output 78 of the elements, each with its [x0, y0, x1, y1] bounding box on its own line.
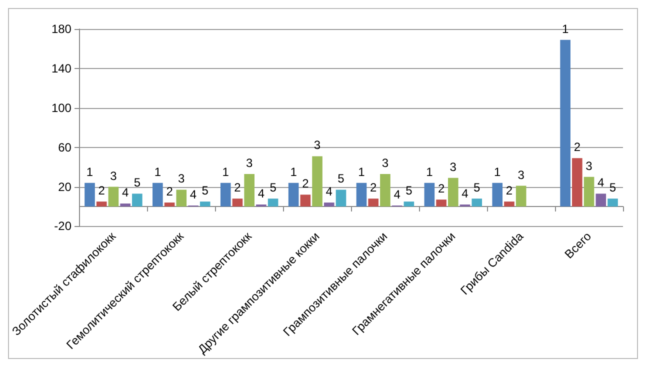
text: 5 — [338, 172, 344, 186]
text: 1 — [494, 164, 501, 179]
bar — [404, 202, 414, 206]
bar — [132, 194, 142, 206]
bar — [232, 198, 243, 206]
y-tick-label: 100 — [51, 100, 72, 115]
text: 4 — [326, 184, 332, 199]
y-tick-label: 20 — [58, 180, 72, 194]
bar — [200, 202, 210, 206]
bar — [336, 190, 346, 206]
series-label: 4 — [122, 186, 129, 200]
bar — [152, 182, 163, 206]
bar — [356, 182, 367, 206]
text: 3 — [382, 156, 389, 170]
bar — [220, 182, 231, 206]
series-label: 2 — [98, 184, 106, 198]
text: 1 — [562, 22, 569, 36]
bar — [472, 198, 482, 206]
text: 1 — [358, 164, 365, 179]
bar — [288, 182, 299, 206]
text: 1 — [154, 164, 162, 179]
text: 2 — [506, 184, 513, 198]
text: 4 — [598, 176, 604, 190]
text: 2 — [370, 180, 377, 195]
bar — [120, 204, 130, 206]
series-label: 3 — [110, 168, 118, 183]
text: 3 — [246, 156, 253, 170]
bar — [96, 202, 107, 206]
bar — [268, 198, 278, 206]
text: 2 — [438, 182, 445, 196]
bar — [596, 194, 606, 206]
bar — [448, 178, 458, 206]
text: 3 — [450, 160, 456, 174]
y-tick-label: 60 — [58, 140, 72, 154]
bar — [436, 200, 446, 206]
text: 3 — [314, 138, 321, 152]
bar — [424, 182, 435, 206]
bar — [504, 202, 514, 206]
bar — [608, 198, 618, 206]
text: 5 — [270, 180, 276, 195]
bar — [572, 158, 582, 206]
bar — [108, 186, 119, 206]
text: 2 — [574, 140, 581, 154]
y-tick-label: -20 — [54, 219, 72, 234]
text: 5 — [609, 180, 616, 195]
bar — [164, 202, 175, 206]
bar — [312, 156, 322, 206]
text: 4 — [462, 186, 468, 201]
text: 4 — [190, 188, 197, 202]
bar — [84, 182, 95, 206]
bar — [516, 186, 526, 206]
series-label: 1 — [86, 164, 94, 179]
text: 5 — [474, 180, 480, 195]
text: 2 — [166, 184, 173, 199]
text: 5 — [202, 184, 208, 198]
bar — [492, 182, 503, 206]
bar — [244, 174, 254, 206]
text: 1 — [290, 164, 297, 179]
text: 3 — [586, 158, 592, 173]
y-tick-label: 140 — [51, 61, 72, 76]
bar — [324, 202, 334, 206]
text: 4 — [394, 188, 400, 202]
text: 3 — [518, 168, 524, 182]
text: 2 — [234, 180, 241, 195]
text: 1 — [426, 164, 433, 179]
text: 2 — [302, 176, 309, 191]
text: 3 — [178, 172, 185, 186]
y-tick-label: 180 — [51, 22, 72, 36]
series-label: 5 — [134, 176, 141, 190]
bar — [560, 40, 570, 206]
bar — [368, 198, 379, 206]
text: 1 — [222, 164, 229, 179]
bar — [380, 174, 390, 206]
text: 5 — [406, 184, 412, 198]
bar — [300, 194, 311, 206]
bar — [584, 176, 594, 206]
bar — [176, 190, 187, 206]
text: 4 — [258, 186, 265, 201]
